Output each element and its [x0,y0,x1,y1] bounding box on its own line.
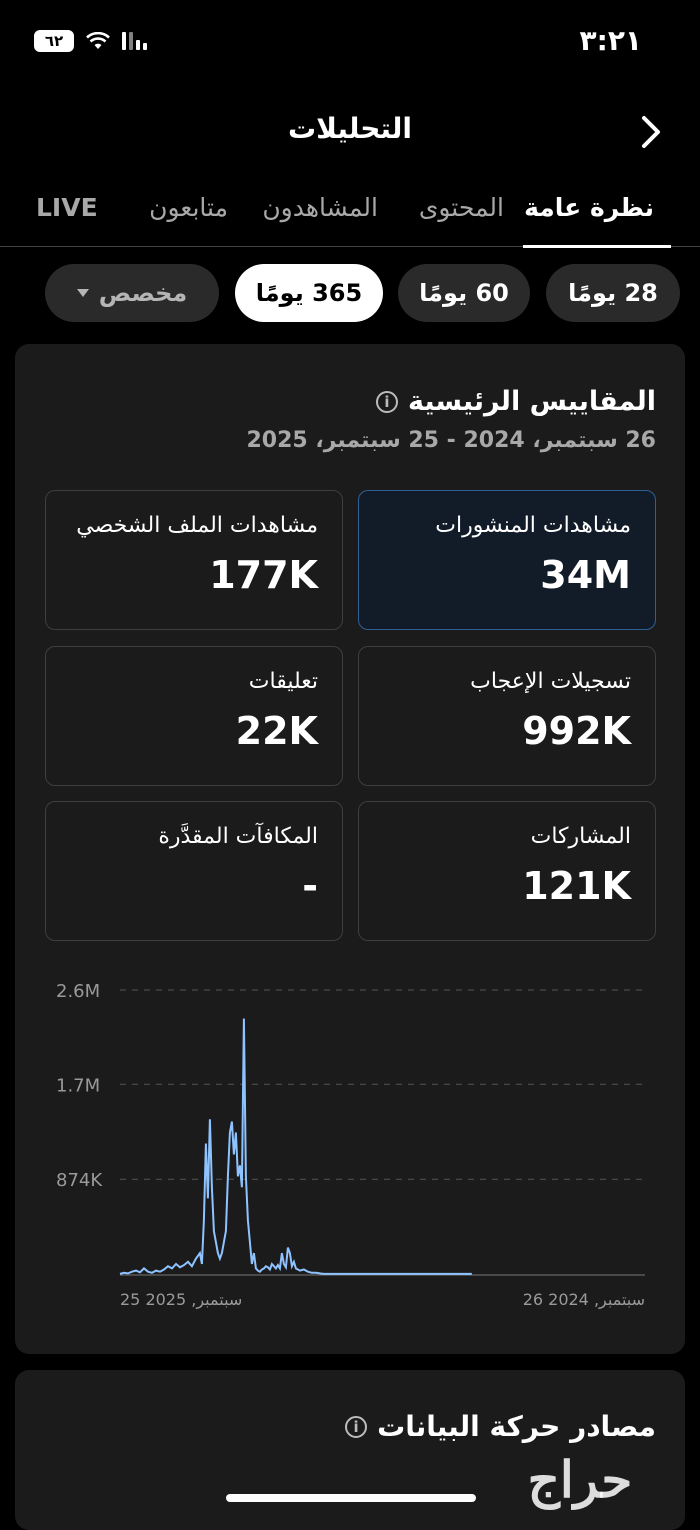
status-indicators: ٦٢ [34,30,147,52]
tab-live[interactable]: LIVE [36,193,98,222]
info-icon[interactable]: i [375,390,398,413]
page-title: التحليلات [288,112,412,145]
range-60-days[interactable]: 60 يومًا [398,264,530,322]
caret-down-icon [76,289,89,297]
metric-value: - [302,864,318,908]
y-tick-label: 2.6M [56,981,100,1002]
range-custom-dropdown[interactable]: مخصص [45,264,219,322]
traffic-sources-card [15,1370,685,1530]
date-range: 26 سبتمبر، 2024 - 25 سبتمبر، 2025 [246,428,656,453]
range-custom-label: مخصص [98,279,188,307]
key-metrics-heading: المقاييس الرئيسية i [375,386,656,417]
metric-value: 992K [522,709,631,753]
metric-post-views[interactable]: مشاهدات المنشورات 34M [358,490,656,630]
signal-icon [122,32,147,50]
metric-label: تسجيلات الإعجاب [470,669,631,694]
x-tick-label-end: 26 2024 ,سبتمبر [523,1290,645,1310]
back-chevron-icon[interactable] [630,112,670,152]
metric-label: المكافآت المقدَّرة [158,824,318,849]
y-tick-label: 874K [56,1170,103,1191]
tab-content[interactable]: المحتوى [418,193,504,222]
post-views-chart: 2.6M 1.7M 874K 25 2025 ,سبتمبر 26 2024 ,سبت… [56,981,645,1310]
tab-bar: نظرة عامة المحتوى المشاهدون متابعون LIVE [0,188,700,248]
metric-comments[interactable]: تعليقات 22K [45,646,343,786]
range-365-days[interactable]: 365 يومًا [235,264,383,322]
metric-label: مشاهدات الملف الشخصي [76,513,318,538]
metric-likes[interactable]: تسجيلات الإعجاب 992K [358,646,656,786]
active-tab-indicator [523,245,671,248]
y-tick-label: 1.7M [56,1075,100,1096]
metric-value: 22K [235,709,318,753]
tab-overview[interactable]: نظرة عامة [524,193,654,222]
info-icon[interactable]: i [345,1415,368,1438]
metric-label: تعليقات [248,669,318,694]
metric-value: 177K [209,553,318,597]
metric-estimated-rewards[interactable]: المكافآت المقدَّرة - [45,801,343,941]
metric-label: مشاهدات المنشورات [435,513,631,538]
range-28-days[interactable]: 28 يومًا [546,264,680,322]
series-line [119,1018,472,1275]
x-tick-label-start: 25 2025 ,سبتمبر [120,1290,242,1310]
metric-shares[interactable]: المشاركات 121K [358,801,656,941]
metric-label: المشاركات [530,824,631,849]
home-indicator [226,1494,476,1502]
metric-value: 34M [540,553,631,597]
watermark-logo: حراج [527,1450,633,1509]
metric-value: 121K [522,864,631,908]
traffic-sources-title: مصادر حركة البيانات [377,1410,656,1443]
tab-followers[interactable]: متابعون [149,193,228,222]
key-metrics-title: المقاييس الرئيسية [407,386,656,417]
tab-viewers[interactable]: المشاهدون [262,193,378,222]
wifi-icon [86,32,110,49]
traffic-sources-heading: مصادر حركة البيانات i [345,1410,656,1443]
status-time: ٣:٢١ [579,24,642,57]
battery-icon: ٦٢ [34,30,74,52]
metric-profile-views[interactable]: مشاهدات الملف الشخصي 177K [45,490,343,630]
